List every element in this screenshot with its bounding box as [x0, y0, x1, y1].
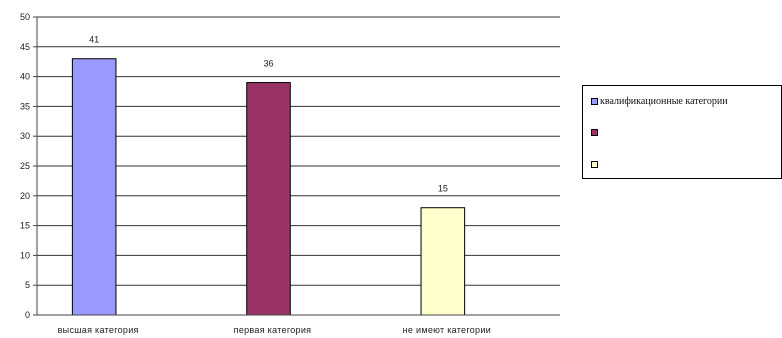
legend-label: квалификационные категории	[600, 95, 728, 107]
y-tick-label: 15	[20, 221, 30, 231]
legend-item	[591, 126, 600, 138]
legend-swatch	[591, 97, 598, 105]
category-label: первая категория	[234, 325, 312, 335]
y-tick-label: 50	[20, 12, 30, 22]
legend-swatch	[591, 128, 598, 136]
legend-item: квалификационные категории	[591, 95, 728, 107]
y-tick-label: 20	[20, 191, 30, 201]
y-tick-label: 35	[20, 101, 30, 111]
bar	[420, 207, 466, 316]
legend-item	[591, 158, 600, 170]
data-label: 41	[89, 35, 99, 45]
y-tick-label: 5	[25, 280, 30, 290]
data-label: 15	[438, 184, 448, 194]
legend-swatch	[591, 160, 598, 168]
category-labels: высшая категория первая категория не имеют…	[58, 325, 491, 335]
bar	[71, 58, 117, 316]
y-tick-label: 10	[20, 250, 30, 260]
y-tick-label: 30	[20, 131, 30, 141]
y-axis-ticks: 0 5 10 15 20 25 30 35 40 45 50	[20, 12, 37, 320]
y-tick-label: 0	[25, 310, 30, 320]
category-label: высшая категория	[58, 325, 139, 335]
y-tick-label: 25	[20, 161, 30, 171]
y-tick-label: 45	[20, 42, 30, 52]
legend: квалификационные категории	[582, 85, 782, 179]
data-label: 36	[263, 59, 273, 69]
bars	[71, 58, 466, 316]
data-labels: 41 36 15	[89, 35, 448, 194]
grid-lines	[37, 16, 560, 286]
y-tick-label: 40	[20, 72, 30, 82]
category-label: не имеют категории	[403, 325, 491, 335]
bar	[246, 82, 291, 316]
